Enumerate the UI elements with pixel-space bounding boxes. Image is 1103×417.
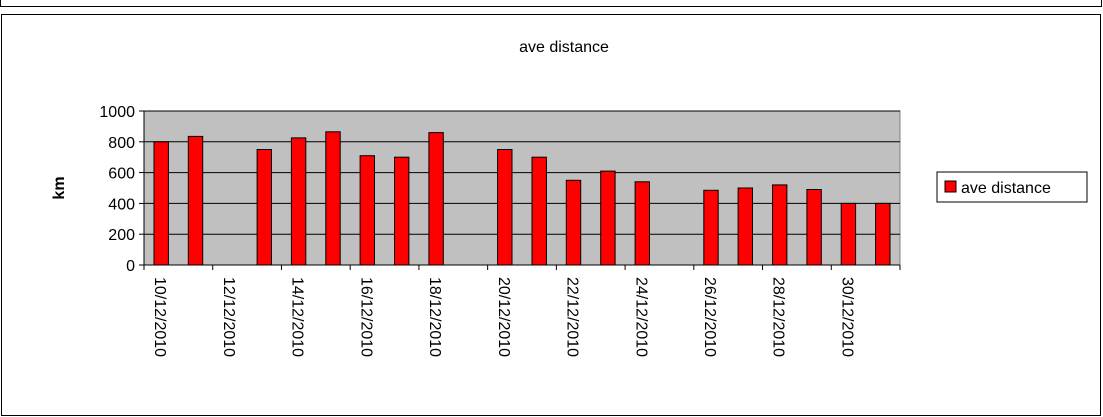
x-tick-label: 28/12/2010 (770, 277, 787, 357)
bar (565, 179, 582, 266)
bar (153, 141, 169, 266)
y-tick-label: 600 (108, 166, 135, 183)
x-tick-label: 18/12/2010 (426, 277, 443, 357)
x-tick-label: 12/12/2010 (220, 277, 237, 357)
legend-label: ave distance (961, 180, 1051, 197)
x-tick-label: 10/12/2010 (151, 277, 168, 357)
y-tick-label: 1000 (99, 104, 135, 121)
y-tick-label: 400 (108, 196, 135, 213)
bar (359, 155, 376, 266)
bar (394, 156, 410, 266)
bar (703, 189, 719, 266)
bar (531, 156, 547, 266)
bar (772, 184, 788, 266)
bar (600, 170, 616, 266)
legend-box (936, 171, 1088, 203)
y-tick-label: 0 (126, 258, 135, 275)
bar (875, 202, 891, 266)
bar (290, 137, 307, 266)
chart-title: ave distance (519, 39, 609, 56)
x-tick-label: 20/12/2010 (495, 277, 512, 357)
top-frame-strip (0, 0, 1102, 7)
x-tick-label: 24/12/2010 (632, 277, 649, 357)
bar (634, 181, 650, 266)
bar (737, 187, 753, 266)
plot-area: 0 200 400 600 800 1000 10/12/2010 12/12/2010 14/… (99, 104, 901, 357)
y-axis-label: km (51, 176, 68, 199)
legend: ave distance (936, 171, 1088, 203)
x-tick-label: 26/12/2010 (701, 277, 718, 357)
x-tick-label: 22/12/2010 (564, 277, 581, 357)
bar (256, 149, 273, 266)
bar (497, 149, 513, 266)
bar (187, 135, 204, 266)
y-tick-label: 800 (108, 135, 135, 152)
bar (806, 189, 822, 266)
legend-swatch (944, 180, 957, 193)
x-tick-label: 16/12/2010 (357, 277, 374, 357)
bar (325, 131, 341, 266)
bar (840, 202, 857, 266)
y-tick-label: 200 (108, 227, 135, 244)
x-tick-label: 30/12/2010 (839, 277, 856, 357)
bar (428, 132, 444, 266)
x-tick-label: 14/12/2010 (289, 277, 306, 357)
